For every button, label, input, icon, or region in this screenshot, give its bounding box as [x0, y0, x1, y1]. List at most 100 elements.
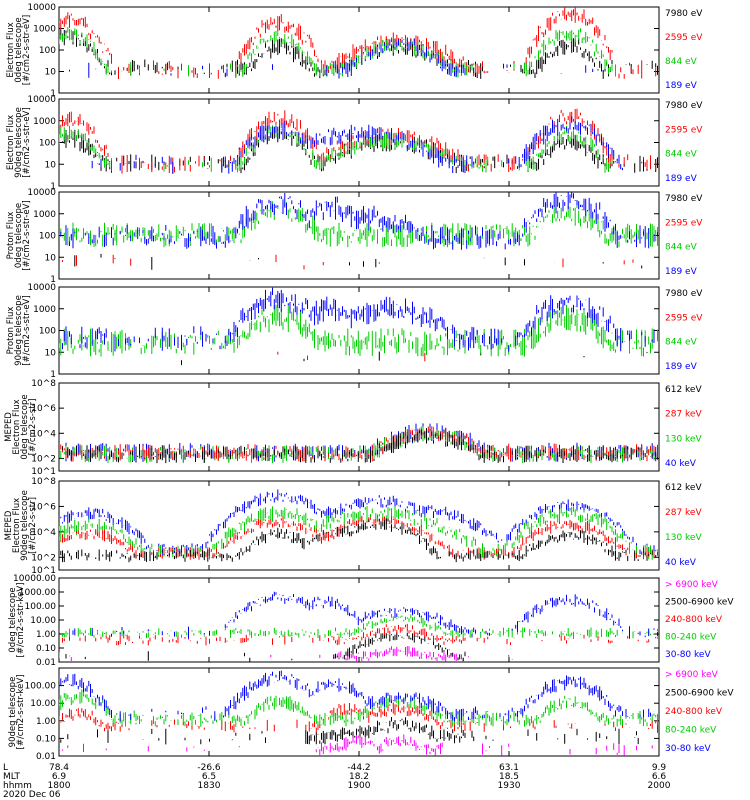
- legend-entry: 844 eV: [665, 150, 698, 160]
- y-tick-label: 10000: [27, 95, 56, 105]
- x-tick-label-mlt: 18.2: [349, 772, 369, 782]
- series-group: [59, 423, 658, 464]
- y-tick-label: 1: [50, 370, 56, 380]
- x-tick-label-l: 78.4: [49, 763, 69, 773]
- y-tick-label: 10^8: [31, 379, 56, 389]
- legend-entry: 2500-6900 keV: [665, 689, 734, 699]
- x-tick-label-l: -26.6: [197, 763, 221, 773]
- y-axis-label: 0deg telescope: [14, 17, 24, 82]
- y-tick-label: 1000: [33, 117, 56, 127]
- y-tick-label: 10^1: [31, 566, 56, 576]
- legend-entry: 130 keV: [665, 434, 702, 444]
- y-tick-label: 1: [50, 182, 56, 192]
- y-axis-label: 0deg telescope: [8, 587, 18, 652]
- y-tick-label: 10^2: [31, 553, 56, 563]
- y-axis-label: 0deg telescope: [14, 203, 24, 268]
- legend-entry: 7980 eV: [665, 194, 703, 204]
- legend-entry: 7980 eV: [665, 9, 703, 19]
- y-tick-label: 10^2: [31, 454, 56, 464]
- series-group: [59, 489, 658, 563]
- series-line: [59, 646, 469, 662]
- y-tick-label: 0.01: [36, 658, 56, 668]
- y-tick-label: 100.00: [25, 682, 57, 692]
- y-axis-label: [#/cm2-s-str-keV]: [16, 583, 26, 658]
- legend-entry: 40 keV: [665, 459, 697, 469]
- x-row-label-MLT: MLT: [3, 772, 21, 782]
- y-axis-label: 90deg telescope: [8, 677, 18, 748]
- legend-entry: 844 eV: [665, 243, 698, 253]
- series-line: [59, 591, 658, 639]
- x-tick-label-hhmm: 1900: [348, 781, 371, 791]
- legend-entry: 189 eV: [665, 174, 698, 184]
- legend-entry: 612 keV: [665, 483, 702, 493]
- y-tick-label: 1.00: [36, 717, 56, 727]
- y-tick-label: 1000.00: [19, 588, 56, 598]
- y-axis-label: 90deg telescope: [20, 490, 30, 561]
- legend-entry: > 6900 keV: [665, 670, 719, 680]
- y-tick-label: 100: [39, 327, 56, 337]
- y-tick-label: 100: [39, 139, 56, 149]
- legend-entry: 30-80 keV: [665, 650, 711, 660]
- y-axis-label: Proton Flux: [6, 307, 16, 355]
- y-tick-label: 10000: [27, 283, 56, 293]
- y-axis-label: Proton Flux: [6, 212, 16, 260]
- series-group: [59, 670, 658, 756]
- legend-entry: 2595 eV: [665, 125, 703, 135]
- x-axis: L MLT hhmm 2020 Dec 06 78.46.91800-26.66…: [3, 763, 671, 800]
- series-group: [59, 591, 658, 662]
- legend-entry: 287 keV: [665, 410, 702, 420]
- y-tick-label: 1000: [33, 25, 56, 35]
- series-line: [62, 287, 655, 352]
- series-line: [62, 623, 658, 646]
- y-axis-label: Electron Flux: [12, 498, 22, 553]
- y-axis-label: [#/cm2-s-str]: [28, 399, 38, 456]
- y-tick-label: 1: [50, 275, 56, 285]
- legend-entry: 7980 eV: [665, 101, 703, 111]
- y-tick-label: 10000: [27, 3, 56, 13]
- x-tick-label-mlt: 6.5: [202, 772, 216, 782]
- series-group: [59, 287, 658, 366]
- y-axis-label: [#/cm2-s-str-eV]: [22, 295, 32, 365]
- y-tick-label: 10^1: [31, 467, 56, 477]
- legend-entry: 189 eV: [665, 81, 698, 91]
- series-line: [277, 351, 426, 362]
- series-line: [59, 670, 655, 722]
- y-axis-label: [#/cm2-s-str-eV]: [22, 200, 32, 270]
- legend-entry: 2595 eV: [665, 33, 703, 43]
- y-tick-label: 10000.00: [13, 574, 56, 584]
- y-tick-label: 1: [50, 89, 56, 99]
- y-tick-label: 10: [45, 68, 57, 78]
- x-tick-label-hhmm: 1830: [198, 781, 221, 791]
- legend-entry: 80-240 keV: [665, 633, 717, 643]
- y-axis-label: [#/cm2-s-str]: [28, 497, 38, 554]
- x-tick-label-mlt: 18.5: [499, 772, 519, 782]
- x-row-label-L: L: [3, 763, 8, 773]
- y-axis-label: 90deg telescope: [14, 107, 24, 178]
- y-axis-label: Electron Flux: [12, 399, 22, 454]
- x-tick-label-l: 9.9: [652, 763, 667, 773]
- y-tick-label: 10.00: [30, 616, 56, 626]
- x-tick-label-l: 63.1: [499, 763, 519, 773]
- series-line: [62, 734, 653, 756]
- legend-entry: 40 keV: [665, 558, 697, 568]
- y-tick-label: 10^6: [31, 502, 56, 512]
- series-line: [62, 254, 634, 270]
- series-line: [74, 253, 643, 270]
- y-tick-label: 1.00: [36, 630, 56, 640]
- series-line: [59, 116, 653, 174]
- legend-entry: 287 keV: [665, 508, 702, 518]
- date-label: 2020 Dec 06: [3, 790, 61, 800]
- y-tick-label: 100.00: [25, 602, 57, 612]
- legend-entry: 30-80 keV: [665, 744, 711, 754]
- y-axis-label: MEPED: [4, 412, 14, 442]
- y-axis-label: Electron Flux: [6, 22, 16, 77]
- y-axis-label: [#/cm2-s-str-eV]: [22, 15, 32, 85]
